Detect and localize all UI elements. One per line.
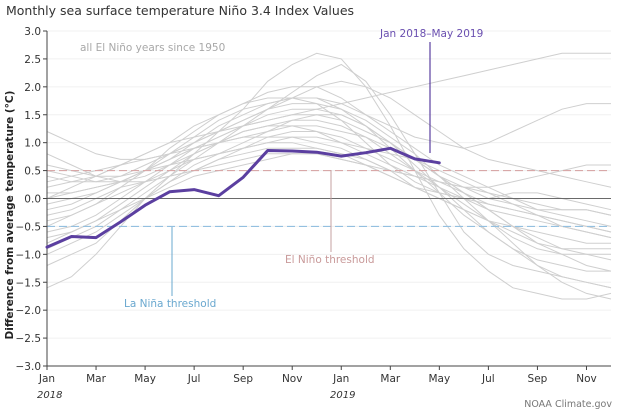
la-nina-threshold-label: La Niña threshold [124, 298, 216, 310]
y-tick-label: 2.0 [24, 82, 41, 94]
background-series-line [46, 52, 611, 199]
y-tick-label: 0.0 [24, 194, 41, 206]
background-series-line [46, 125, 612, 261]
background-series-line [46, 80, 612, 188]
highlight-series-label: Jan 2018–May 2019 [379, 28, 483, 40]
background-series [46, 52, 612, 300]
background-series-line [46, 114, 612, 289]
background-series-label: all El Niño years since 1950 [80, 42, 225, 54]
y-tick-label: −1.0 [16, 249, 42, 261]
background-series-line [46, 52, 612, 300]
x-tick-label: May [428, 373, 450, 385]
y-tick-label: 2.5 [24, 54, 41, 66]
background-series-line [46, 153, 611, 250]
background-series-line [46, 125, 612, 239]
x-tick-label: May [134, 373, 156, 385]
background-series-line [46, 114, 612, 272]
highlight-series [45, 146, 441, 249]
threshold-lines [47, 169, 611, 228]
y-tick-label: 0.5 [24, 166, 41, 178]
annotations: all El Niño years since 1950 Jan 2018–Ma… [80, 28, 483, 310]
y-tick-label: −2.5 [16, 333, 42, 345]
x-tick-label: Sep [233, 373, 253, 385]
year-label-2018: 2018 [37, 390, 62, 401]
x-tick-label: Nov [282, 373, 303, 385]
x-tick-label: Nov [576, 373, 597, 385]
background-series-line [46, 63, 612, 289]
background-series-line [46, 136, 612, 239]
background-series-line [46, 119, 611, 255]
x-tick-label: Jan [332, 373, 349, 385]
x-tick-label: Mar [86, 373, 106, 385]
x-tick-label: Jan [38, 373, 55, 385]
x-tick-label: Mar [380, 373, 400, 385]
year-label-2019: 2019 [330, 390, 355, 401]
x-tick-labels: Jan Mar May Jul Sep Nov Jan Mar May Jul Sep Nov [38, 366, 597, 385]
y-tick-label: 3.0 [24, 26, 41, 38]
el-nino-threshold-label: El Niño threshold [285, 254, 375, 266]
highlight-series-line [45, 146, 441, 249]
background-series-line [46, 131, 612, 255]
y-tick-label: −0.5 [16, 221, 42, 233]
y-tick-label: 1.5 [24, 110, 41, 122]
x-tick-label: Sep [528, 373, 548, 385]
y-tick-label: −2.0 [16, 305, 42, 317]
y-tick-labels: 3.0 2.5 2.0 1.5 1.0 0.5 0.0 −0.5 −1.0 −1.5 −2.0 −2.… [16, 26, 47, 373]
x-tick-label: Jul [481, 373, 495, 385]
y-tick-label: −3.0 [16, 361, 42, 373]
background-series-line [46, 97, 611, 272]
y-tick-label: −1.5 [16, 277, 42, 289]
y-tick-label: 1.0 [24, 138, 41, 150]
y-axis-label: Difference from average temperature (°C) [4, 91, 16, 340]
credit-label: NOAA Climate.gov [524, 399, 612, 410]
background-series-line [46, 86, 612, 227]
x-tick-label: Jul [187, 373, 201, 385]
chart-title: Monthly sea surface temperature Niño 3.4… [6, 3, 354, 18]
background-series-line [46, 147, 612, 216]
background-series-line [46, 153, 611, 216]
